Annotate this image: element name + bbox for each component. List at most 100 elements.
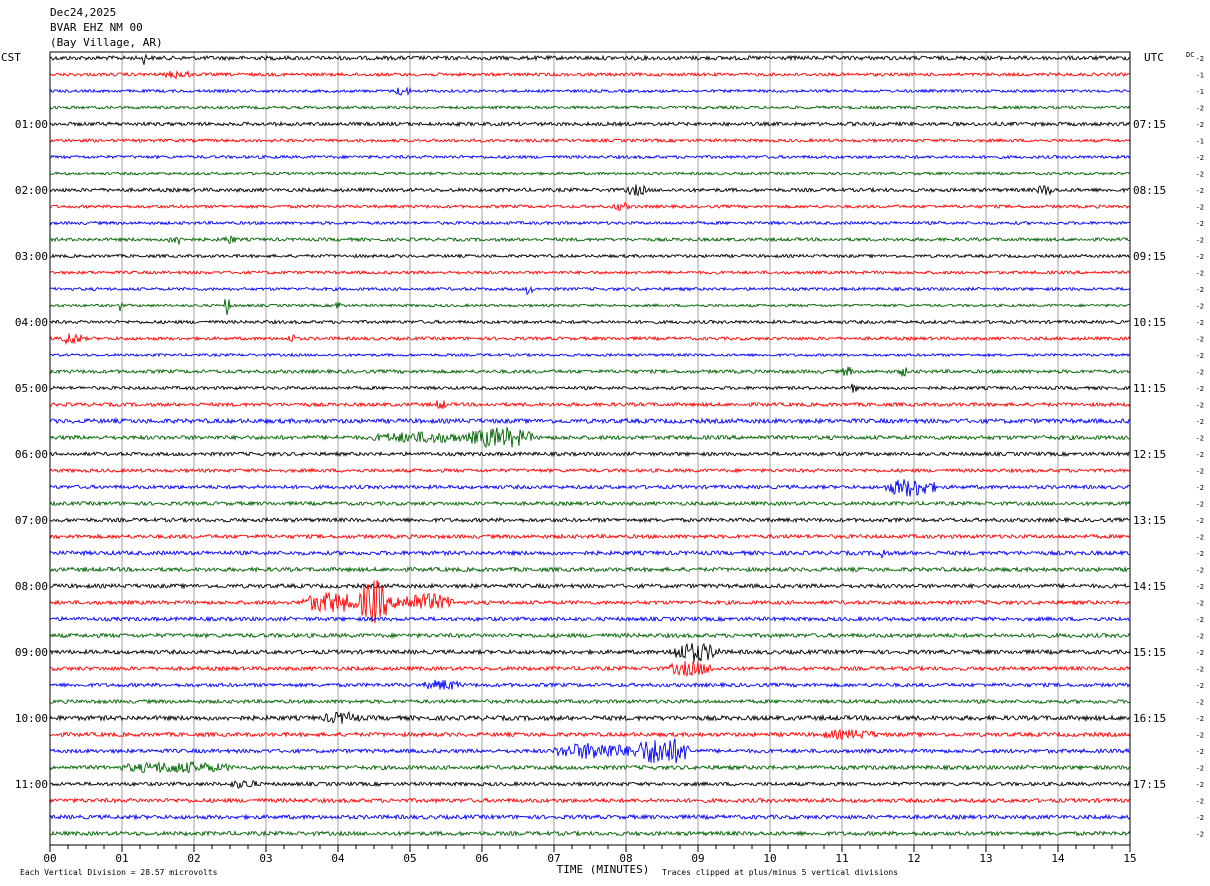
x-tick-label: 12 [907,852,920,865]
seismic-trace [49,366,1131,377]
seismic-trace [49,319,1131,325]
seismic-trace [49,184,1131,197]
dc-offset-label: -2 [1196,319,1204,327]
seismic-trace [49,533,1131,540]
seismic-trace [49,285,1131,296]
right-hour-label: 07:15 [1133,118,1166,131]
seismic-trace [49,202,1131,212]
left-hour-label: 01:00 [15,118,48,131]
x-tick-label: 10 [763,852,776,865]
x-tick-label: 11 [835,852,848,865]
time-grid [121,52,1059,845]
dc-offset-label: -2 [1196,484,1204,492]
seismic-trace [49,53,1131,65]
x-tick-label: 15 [1123,852,1136,865]
right-hour-label: 08:15 [1133,184,1166,197]
seismic-trace [49,565,1131,574]
dc-offset-label: -2 [1196,270,1204,278]
seismic-trace [49,69,1131,80]
seismic-trace [49,137,1131,144]
station-name: BVAR EHZ NM 00 [50,21,143,34]
dc-offset-label: -2 [1196,501,1204,509]
seismic-trace [49,631,1131,640]
left-hour-labels: 01:00 02:00 03:00 04:00 05:00 06:00 07:00 08:00… [15,118,48,791]
dc-offset-label: -2 [1196,171,1204,179]
dc-offset-label: -2 [1196,814,1204,822]
dc-offset-label: -1 [1196,138,1204,146]
dc-offset-label: -2 [1196,105,1204,113]
seismic-trace [49,760,1131,774]
chart-date: Dec24,2025 [50,6,116,19]
left-hour-label: 10:00 [15,712,48,725]
seismic-trace [49,299,1131,316]
left-hour-label: 07:00 [15,514,48,527]
dc-offset-label: -2 [1196,220,1204,228]
x-tick-label: 09 [691,852,704,865]
dc-offset-label: -2 [1196,616,1204,624]
dc-offset-label: -2 [1196,204,1204,212]
left-hour-label: 02:00 [15,184,48,197]
dc-offset-label: -2 [1196,303,1204,311]
left-timezone-label: CST [1,51,21,64]
plot-border [49,51,1131,846]
seismic-trace [49,467,1131,474]
seismic-trace [49,253,1131,259]
dc-offset-label: -2 [1196,798,1204,806]
left-hour-label: 09:00 [15,646,48,659]
seismic-trace [49,383,1131,393]
seismic-trace [49,417,1131,425]
left-hour-label: 06:00 [15,448,48,461]
x-tick-label: 07 [547,852,560,865]
right-hour-label: 16:15 [1133,712,1166,725]
dc-offset-label: -2 [1196,517,1204,525]
dc-offset-label: -2 [1196,550,1204,558]
left-hour-label: 08:00 [15,580,48,593]
seismic-trace [49,796,1131,804]
right-timezone-label: UTC [1144,51,1164,64]
dc-offset-label: -2 [1196,451,1204,459]
dc-offset-label: -2 [1196,286,1204,294]
seismic-trace [49,829,1131,838]
x-axis-title: TIME (MINUTES) [557,863,650,876]
left-hour-label: 05:00 [15,382,48,395]
dc-offset-label: -1 [1196,72,1204,80]
right-hour-label: 14:15 [1133,580,1166,593]
right-hour-label: 11:15 [1133,382,1166,395]
dc-offset-label: -2 [1196,253,1204,261]
seismic-trace [49,105,1131,111]
dc-offset-label: -2 [1196,732,1204,740]
seismic-trace [49,333,1131,346]
right-hour-label: 10:15 [1133,316,1166,329]
station-location: (Bay Village, AR) [50,36,163,49]
dc-offset-label: -2 [1196,649,1204,657]
right-hour-label: 09:15 [1133,250,1166,263]
right-hour-label: 17:15 [1133,778,1166,791]
seismic-trace [49,479,1131,497]
left-hour-label: 03:00 [15,250,48,263]
dc-offset-label: -2 [1196,781,1204,789]
x-tick-label: 03 [259,852,272,865]
x-tick-label: 06 [475,852,488,865]
seismic-trace [49,615,1131,623]
x-tick-label: 04 [331,852,345,865]
seismic-trace [49,679,1131,690]
dc-offset-label: -2 [1196,468,1204,476]
dc-offset-labels: -2 -1 -1 -2 -2 -1 -2 -2 -2 -2 -2 -2 -2 -2 -2 -2 -2 -2 -2 -2… [1196,55,1204,839]
dc-offset-label: -2 [1196,831,1204,839]
dc-offset-label: -2 [1196,418,1204,426]
dc-offset-label: -2 [1196,583,1204,591]
seismic-trace [49,220,1131,226]
x-tick-label: 00 [43,852,56,865]
seismic-trace [49,711,1131,724]
dc-offset-label: -2 [1196,435,1204,443]
dc-offset-label: -2 [1196,121,1204,129]
seismic-trace [49,642,1131,662]
right-hour-labels: 07:15 08:15 09:15 10:15 11:15 12:15 13:15 14:15… [1133,118,1166,791]
dc-offset-label: -2 [1196,765,1204,773]
dc-offset-label: -2 [1196,666,1204,674]
right-hour-label: 13:15 [1133,514,1166,527]
seismic-trace [49,427,1131,449]
seismic-trace [49,171,1131,176]
seismic-trace [49,86,1131,97]
